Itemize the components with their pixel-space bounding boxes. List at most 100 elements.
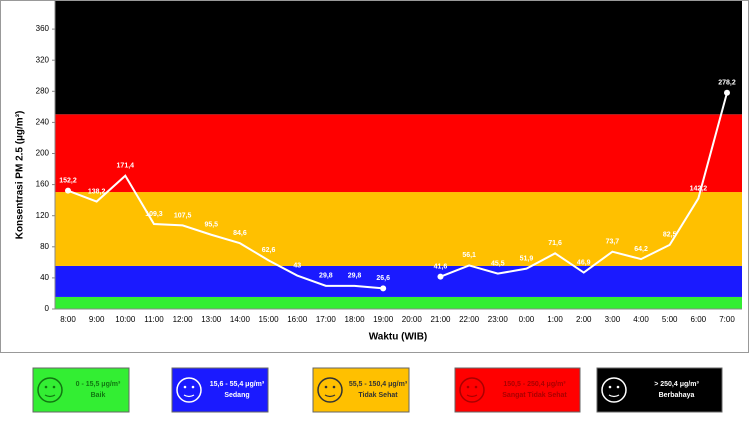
band [55, 296, 742, 309]
legend-face-mouth [183, 394, 195, 398]
legend-range: 0 - 15,5 μg/m³ [76, 381, 121, 388]
legend-face-eye [466, 385, 470, 389]
legend-face-mouth [466, 394, 478, 398]
legend-label: Tidak Sehat [358, 392, 398, 399]
legend-box [454, 367, 581, 413]
data-label: 278,2 [718, 80, 736, 87]
data-label: 142,2 [690, 185, 708, 192]
x-tick-label: 1:00 [547, 315, 563, 324]
x-tick-label: 20:00 [402, 315, 423, 324]
x-tick-label: 11:00 [144, 315, 164, 324]
x-tick-label: 21:00 [430, 315, 451, 324]
data-label: 73,7 [606, 239, 620, 246]
x-axis-title: Waktu (WIB) [369, 332, 428, 343]
band [55, 192, 742, 266]
x-tick-label: 22:00 [459, 315, 480, 324]
legend-face-eye [616, 385, 620, 389]
x-tick-label: 3:00 [605, 315, 621, 324]
legend-box [32, 367, 130, 413]
x-tick-label: 9:00 [89, 315, 105, 324]
x-tick-label: 5:00 [662, 315, 678, 324]
legend-face-eye [191, 385, 195, 389]
y-tick-label: 120 [36, 211, 50, 220]
x-tick-label: 23:00 [488, 315, 509, 324]
x-tick-label: 12:00 [173, 315, 194, 324]
data-label: 46,9 [577, 259, 591, 266]
data-label: 152,2 [59, 178, 77, 185]
band [55, 265, 742, 297]
legend-box [171, 367, 269, 413]
band [55, 114, 742, 193]
band [55, 1, 742, 115]
data-label: 71,6 [548, 240, 562, 247]
y-tick-label: 240 [36, 118, 50, 127]
y-tick-label: 0 [45, 304, 50, 313]
legend-face [317, 377, 343, 403]
legend-range: 15,6 - 55,4 μg/m³ [210, 381, 265, 388]
y-tick-label: 280 [36, 86, 50, 95]
data-label: 29,8 [348, 273, 362, 280]
legend-face-eye [608, 385, 612, 389]
legend-face [459, 377, 485, 403]
x-tick-label: 18:00 [345, 315, 366, 324]
y-tick-label: 360 [36, 24, 50, 33]
point [65, 187, 71, 194]
data-label: 62,6 [262, 247, 276, 254]
data-label: 64,2 [634, 246, 648, 253]
legend-face-eye [332, 385, 336, 389]
data-label: 82,5 [663, 232, 677, 239]
legend-face [601, 377, 627, 403]
x-tick-label: 16:00 [287, 315, 308, 324]
legend-face-mouth [44, 394, 56, 398]
point [380, 285, 387, 292]
x-tick-label: 4:00 [633, 315, 649, 324]
data-label: 109,3 [145, 211, 163, 218]
y-tick-label: 320 [36, 55, 50, 64]
legend-range: > 250,4 μg/m³ [654, 381, 699, 388]
data-label: 84,6 [233, 230, 247, 237]
legend-face-mouth [324, 394, 336, 398]
data-label: 95,5 [204, 222, 218, 229]
x-tick-label: 14:00 [230, 315, 251, 324]
x-tick-label: 2:00 [576, 315, 592, 324]
y-tick-label: 40 [40, 273, 49, 282]
legend-range: 55,5 - 150,4 μg/m³ [349, 381, 408, 388]
legend-face-eye [324, 385, 328, 389]
x-tick-label: 7:00 [719, 315, 735, 324]
legend-label: Berbahaya [659, 392, 695, 399]
point [437, 273, 444, 280]
legend-label: Sedang [224, 392, 249, 399]
data-label: 43 [293, 262, 301, 269]
legend-range: 150,5 - 250,4 μg/m³ [503, 381, 566, 388]
data-label: 51,9 [520, 255, 534, 262]
y-tick-label: 400 [36, 0, 50, 2]
legend-box [596, 367, 723, 413]
y-tick-label: 80 [40, 242, 49, 251]
data-label: 107,5 [174, 212, 192, 219]
x-tick-label: 8:00 [60, 315, 76, 324]
legend-face [176, 377, 202, 403]
x-tick-label: 19:00 [373, 315, 394, 324]
data-label: 171,4 [117, 163, 135, 170]
legend-face-eye [52, 385, 56, 389]
legend-face-eye [44, 385, 48, 389]
legend-box [312, 367, 410, 413]
x-tick-label: 6:00 [691, 315, 707, 324]
legend-label: Sangat Tidak Sehat [502, 392, 567, 399]
y-axis-title: Konsentrasi PM 2.5 (µg/m³) [15, 111, 26, 240]
data-label: 26,6 [376, 275, 390, 282]
x-tick-label: 17:00 [316, 315, 337, 324]
legend-face-eye [183, 385, 187, 389]
x-tick-label: 0:00 [519, 315, 535, 324]
legend-face-eye [474, 385, 478, 389]
x-tick-label: 15:00 [259, 315, 280, 324]
x-tick-label: 10:00 [115, 315, 136, 324]
legend-label: Baik [91, 392, 106, 399]
legend-face [37, 377, 63, 403]
x-tick-label: 13:00 [201, 315, 222, 324]
data-label: 56,1 [462, 252, 476, 259]
data-label: 45,5 [491, 260, 505, 267]
data-label: 29,8 [319, 273, 333, 280]
